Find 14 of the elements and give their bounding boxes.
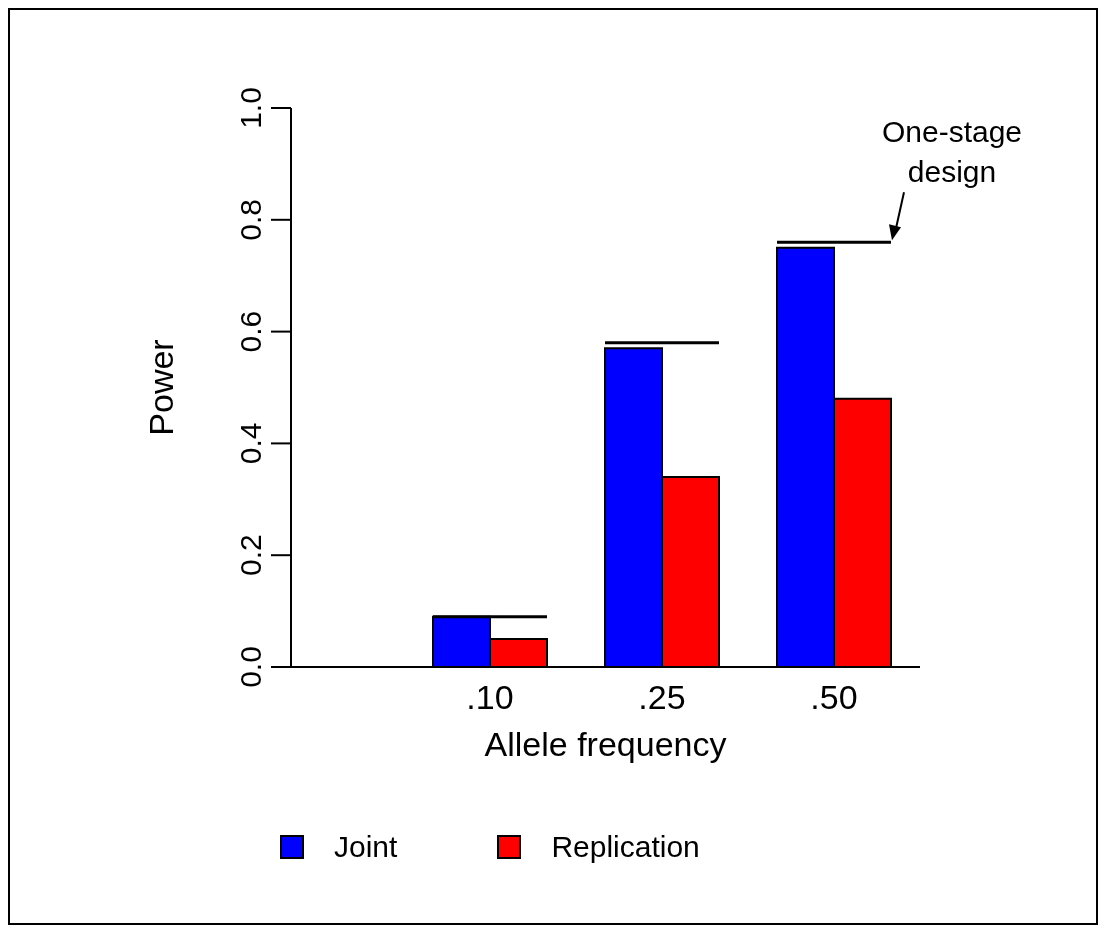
y-tick-label: 0.4	[234, 422, 267, 465]
legend-label: Replication	[551, 830, 700, 864]
y-tick-label: 0.0	[234, 646, 267, 688]
y-tick-label: 0.6	[234, 310, 267, 353]
series-label: One-stage design	[881, 115, 1023, 189]
x-tick-label: .10	[466, 678, 514, 717]
legend-label: Joint	[334, 830, 398, 864]
y-tick-label: 1.0	[234, 87, 267, 129]
x-tick-label: .25	[638, 678, 686, 717]
x-tick-label: .50	[810, 678, 858, 717]
y-tick-label: 0.2	[234, 534, 267, 577]
y-axis-title: Power	[142, 339, 181, 436]
x-axis-title: Allele frequency	[484, 725, 727, 764]
y-tick-label: 0.8	[234, 198, 267, 241]
